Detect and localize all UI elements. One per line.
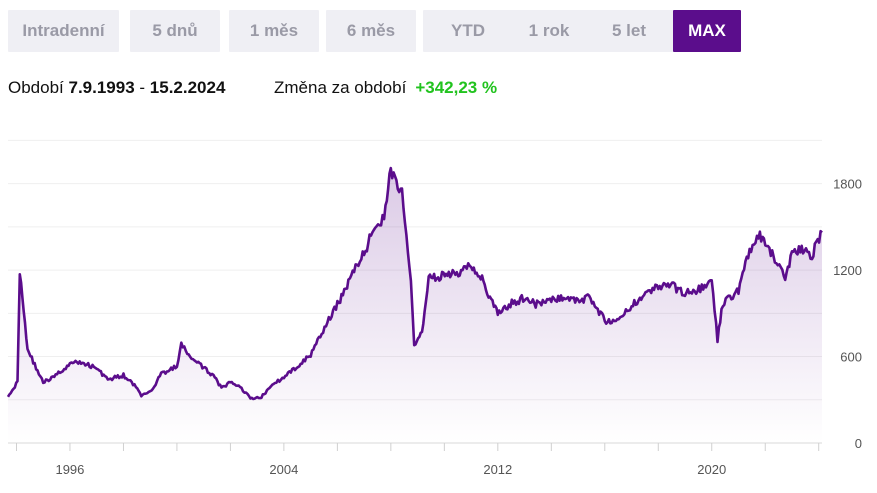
tab-1-month[interactable]: 1 měs [229, 10, 319, 52]
tab-ytd[interactable]: YTD [423, 10, 513, 52]
y-tick-label: 600 [840, 350, 862, 365]
period-end-date: 15.2.2024 [149, 78, 226, 97]
change-label: Změna za období [274, 78, 407, 97]
period-start-date: 7.9.1993 [68, 78, 135, 97]
tab-6-months[interactable]: 6 měs [326, 10, 416, 52]
period-separator: - [134, 78, 150, 97]
price-line [6, 166, 823, 401]
tab-intraday[interactable]: Intradenní [8, 10, 119, 52]
y-tick-label: 0 [855, 436, 862, 451]
x-tick-label: 2004 [269, 462, 298, 477]
period-range: Období 7.9.1993 - 15.2.2024 [8, 78, 225, 98]
change-value: +342,23 % [415, 78, 498, 97]
tab-1-year[interactable]: 1 rok [504, 10, 594, 52]
y-tick-label: 1200 [833, 263, 862, 278]
tab-5-years[interactable]: 5 let [584, 10, 674, 52]
tab-5-days[interactable]: 5 dnů [130, 10, 220, 52]
x-tick-label: 1996 [55, 462, 84, 477]
x-axis-ticks: 1996 2004 2012 2020 [55, 462, 726, 477]
y-axis-ticks: 0 600 1200 1800 [833, 177, 862, 451]
y-tick-label: 1800 [833, 177, 862, 192]
price-area [8, 168, 822, 443]
period-change: Změna za období +342,23 % [274, 78, 497, 98]
tab-max[interactable]: MAX [673, 10, 741, 52]
x-tick-label: 2020 [697, 462, 726, 477]
x-tick-label: 2012 [483, 462, 512, 477]
period-label: Období [8, 78, 64, 97]
